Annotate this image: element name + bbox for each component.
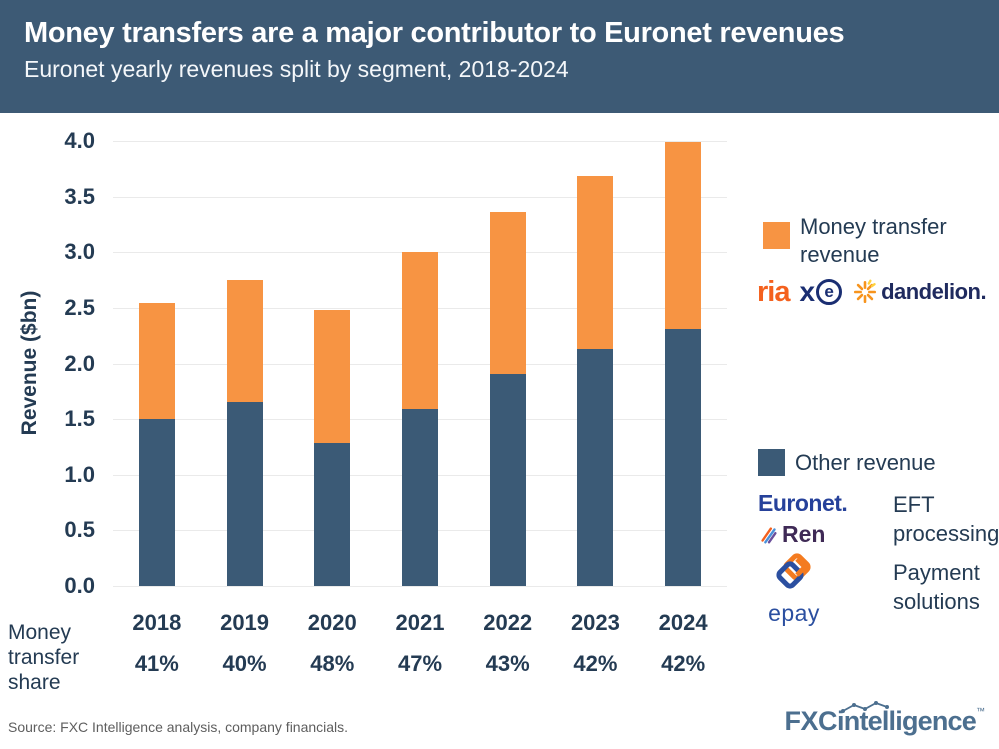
bar-2023 [577, 175, 614, 586]
x-label-2021: 2021 [395, 610, 445, 635]
money-transfer-share-values: 41% 40% 48% 47% 43% 42% 42% [113, 651, 727, 681]
eft-processing-label: EFT processing [893, 492, 999, 546]
fxc-intelligence-logo: FXCintelligence™ [785, 701, 985, 737]
share-value-2018: 41% [134, 651, 179, 676]
bar-2020 [314, 310, 351, 586]
header-band: Money transfers are a major contributor … [0, 0, 999, 113]
y-tick-2.0: 2.0 [64, 350, 95, 376]
share-value-2023: 42% [573, 651, 618, 676]
bar-2024-money-transfer-segment [665, 142, 702, 330]
y-tick-1.0: 1.0 [64, 461, 95, 487]
y-tick-1.5: 1.5 [64, 406, 95, 432]
bar-2022-other-segment [489, 373, 526, 586]
stacked-bar-chart [113, 141, 727, 587]
bar-2019-money-transfer-segment [226, 280, 263, 403]
y-tick-2.5: 2.5 [64, 294, 95, 320]
y-tick-3.0: 3.0 [64, 239, 95, 265]
eft-brands: Euronet. Ren [758, 490, 848, 548]
ren-logo: Ren [758, 521, 847, 548]
source-note: Source: FXC Intelligence analysis, compa… [8, 719, 349, 735]
gridline-3.5 [113, 196, 727, 198]
share-value-2019: 40% [222, 651, 267, 676]
bar-2024-other-segment [665, 329, 702, 586]
bar-2019-other-segment [226, 402, 263, 586]
bar-2024 [665, 142, 702, 586]
y-tick-4.0: 4.0 [64, 128, 95, 153]
gridline-4.0 [113, 141, 727, 142]
money-transfer-swatch [763, 222, 790, 249]
bar-2019 [226, 280, 263, 586]
share-value-2022: 43% [485, 651, 530, 676]
epay-logo: epay [764, 553, 824, 627]
euronet-logo: Euronet. [758, 490, 848, 516]
ria-logo: ria [757, 275, 790, 308]
bar-2020-money-transfer-segment [314, 310, 351, 443]
x-axis-labels: 2018 2019 2020 2021 2022 2023 2024 [113, 610, 727, 640]
bar-2021-money-transfer-segment [402, 252, 438, 410]
share-value-2024: 42% [661, 651, 706, 676]
bar-2021 [402, 252, 438, 586]
bar-2022 [489, 212, 526, 586]
dandelion-star-icon [854, 279, 877, 304]
bar-2023-money-transfer-segment [577, 175, 614, 350]
bar-2022-money-transfer-segment [489, 212, 526, 374]
money-transfer-legend-label: Money transfer revenue [800, 214, 947, 267]
share-value-2021: 47% [397, 651, 443, 676]
x-label-2022: 2022 [483, 610, 533, 635]
x-label-2020: 2020 [307, 610, 357, 635]
bar-2018-other-segment [138, 419, 175, 586]
payment-solutions-label: Payment solutions [893, 560, 980, 614]
ren-clip-icon [761, 526, 777, 544]
fxc-chartline-icon [840, 701, 889, 713]
other-revenue-swatch [758, 449, 785, 476]
other-revenue-legend-label: Other revenue [795, 450, 936, 475]
x-label-2019: 2019 [220, 610, 270, 635]
gridline-0.0 [113, 586, 727, 587]
x-label-2024: 2024 [658, 610, 708, 635]
x-label-2018: 2018 [132, 610, 182, 635]
bar-2018-money-transfer-segment [138, 303, 175, 420]
y-tick-0.0: 0.0 [64, 573, 95, 598]
y-tick-3.5: 3.5 [64, 183, 95, 209]
epay-diamonds-icon [776, 553, 811, 589]
x-label-2023: 2023 [570, 610, 620, 635]
page-subtitle: Euronet yearly revenues split by segment… [24, 56, 569, 82]
money-transfer-share-label: Money transfer share [8, 621, 80, 694]
share-value-2020: 48% [310, 651, 355, 676]
page-title: Money transfers are a major contributor … [24, 17, 845, 49]
epay-wordmark: epay [768, 600, 820, 626]
y-tick-0.5: 0.5 [64, 517, 95, 543]
dandelion-logo: dandelion. [852, 279, 987, 305]
bar-2023-other-segment [577, 349, 614, 586]
bar-2020-other-segment [314, 442, 351, 586]
bar-2021-other-segment [402, 409, 438, 586]
bar-2018 [138, 303, 175, 586]
